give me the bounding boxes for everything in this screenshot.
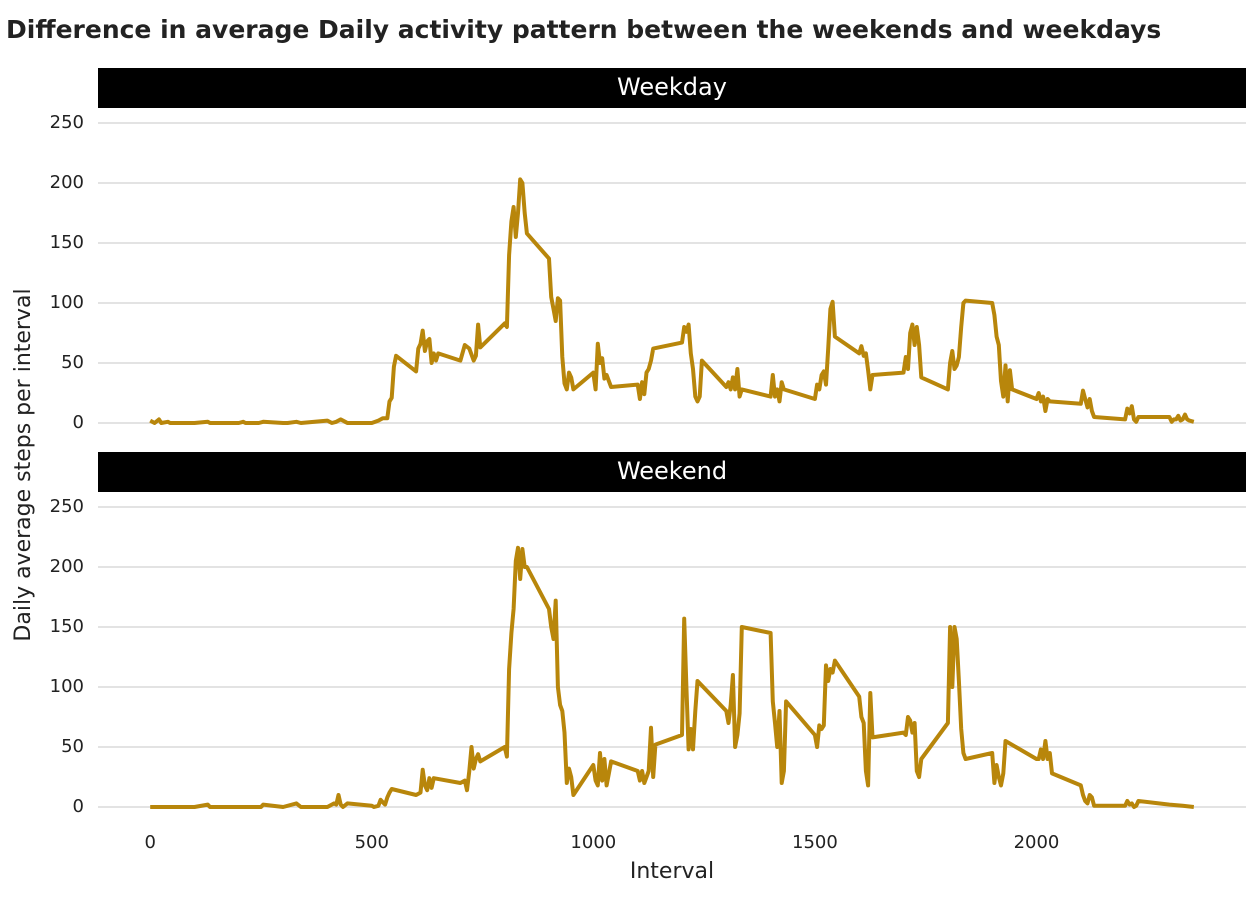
y-tick-label: 150	[50, 616, 84, 637]
y-tick-label: 50	[61, 352, 84, 373]
y-tick-label: 200	[50, 172, 84, 193]
y-tick-label: 250	[50, 496, 84, 517]
data-line	[149, 177, 1195, 425]
y-tick-label: 200	[50, 556, 84, 577]
x-tick-label: 1000	[570, 832, 616, 853]
y-tick-label: 250	[50, 112, 84, 133]
y-axis-label: Daily average steps per interval	[11, 288, 36, 641]
facet-label: Weekday	[617, 73, 727, 101]
y-tick-label: 0	[73, 796, 84, 817]
x-tick-label: 1500	[792, 832, 838, 853]
y-tick-label: 50	[61, 736, 84, 757]
x-axis-label: Interval	[630, 859, 714, 884]
y-tick-label: 100	[50, 676, 84, 697]
data-line	[150, 545, 1195, 809]
x-tick-label: 500	[355, 832, 389, 853]
y-tick-label: 150	[50, 232, 84, 253]
x-tick-label: 2000	[1014, 832, 1060, 853]
facet-strip	[98, 68, 1246, 108]
chart-title: Difference in average Daily activity pat…	[6, 15, 1161, 44]
x-tick-label: 0	[144, 832, 155, 853]
facet-strip	[98, 452, 1246, 492]
y-tick-label: 0	[73, 412, 84, 433]
facet-label: Weekend	[617, 457, 727, 485]
y-tick-label: 100	[50, 292, 84, 313]
